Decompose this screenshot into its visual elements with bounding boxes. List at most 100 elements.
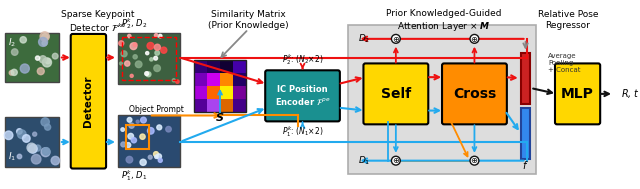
Circle shape [175,80,179,83]
Text: $P_2^k$, $D_2$: $P_2^k$, $D_2$ [121,16,147,31]
Text: Average
Pooling
+ Concat: Average Pooling + Concat [548,53,580,73]
Circle shape [154,56,157,60]
Circle shape [41,118,49,126]
Circle shape [35,56,40,60]
Circle shape [155,51,159,55]
FancyBboxPatch shape [442,64,507,124]
Circle shape [121,128,124,131]
Circle shape [154,44,161,50]
Bar [207,99,220,112]
Circle shape [127,118,132,122]
Bar [233,99,246,112]
Bar [195,99,207,112]
Text: $\oplus$: $\oplus$ [392,35,400,44]
Circle shape [119,41,124,46]
Circle shape [130,43,137,50]
Circle shape [145,72,148,75]
Circle shape [39,56,47,63]
Circle shape [133,43,137,46]
Circle shape [140,159,146,165]
Text: $P_2^k$: $(N_2{\times}2)$: $P_2^k$: $(N_2{\times}2)$ [282,52,323,67]
Circle shape [27,143,36,152]
Circle shape [4,131,13,139]
Circle shape [140,134,145,139]
Bar [118,115,180,167]
Circle shape [470,34,479,43]
Circle shape [17,130,26,139]
Text: Object Prompt: Object Prompt [129,105,184,114]
Bar [233,86,246,99]
Circle shape [128,133,134,139]
Text: $I_1$: $I_1$ [8,150,16,163]
Circle shape [17,154,22,159]
Bar [207,86,220,99]
Circle shape [126,156,132,163]
Bar [233,73,246,86]
Circle shape [31,154,41,164]
Circle shape [45,124,51,130]
Circle shape [172,79,175,82]
Circle shape [154,152,159,156]
Bar [125,125,149,149]
Bar [520,53,531,104]
Bar [122,37,176,80]
Bar [195,73,207,86]
Text: Cross: Cross [453,87,496,101]
Circle shape [147,42,154,49]
Circle shape [20,37,26,43]
Text: $I_2$: $I_2$ [8,37,16,49]
Text: Relative Pose
Regressor: Relative Pose Regressor [538,10,598,30]
Circle shape [150,58,153,61]
Circle shape [161,47,167,53]
Circle shape [121,142,125,147]
Bar [195,60,246,112]
Circle shape [45,59,51,64]
Bar [5,33,59,82]
Bar [520,108,531,159]
Circle shape [42,148,50,155]
Circle shape [146,52,149,55]
Circle shape [33,132,36,136]
Circle shape [41,148,50,157]
Bar [220,86,233,99]
Text: $\oplus$: $\oplus$ [470,35,479,44]
Text: $\boldsymbol{S}$: $\boldsymbol{S}$ [215,112,225,123]
Circle shape [131,138,136,143]
Circle shape [159,34,162,38]
Text: $\oplus$: $\oplus$ [470,156,479,165]
Circle shape [42,41,47,46]
Circle shape [166,126,172,132]
Circle shape [146,72,151,77]
Circle shape [147,73,150,76]
Text: $P_1^k$: $(N_1{\times}2)$: $P_1^k$: $(N_1{\times}2)$ [282,124,323,139]
Circle shape [129,123,134,128]
Circle shape [157,125,162,130]
Circle shape [470,156,479,165]
Bar [220,99,233,112]
Circle shape [42,33,48,40]
Circle shape [12,49,18,55]
Circle shape [37,68,44,75]
Circle shape [155,155,158,159]
Bar [195,60,207,73]
Circle shape [42,58,52,67]
Circle shape [148,155,152,159]
Text: IC Position
Encoder $\mathcal{F}^{pe}$: IC Position Encoder $\mathcal{F}^{pe}$ [275,85,330,107]
Bar [220,60,233,73]
Circle shape [141,117,147,123]
FancyBboxPatch shape [555,64,600,124]
Circle shape [22,135,30,142]
Circle shape [154,65,161,72]
Circle shape [52,53,58,59]
Circle shape [28,144,37,153]
Circle shape [120,62,123,65]
Bar [5,117,59,167]
Bar [195,86,207,99]
Circle shape [11,69,17,75]
Text: $\boldsymbol{D_2}$: $\boldsymbol{D_2}$ [358,33,370,45]
Bar [207,73,220,86]
Circle shape [156,154,161,159]
Bar [207,60,220,73]
Circle shape [17,129,22,134]
Circle shape [38,37,47,46]
